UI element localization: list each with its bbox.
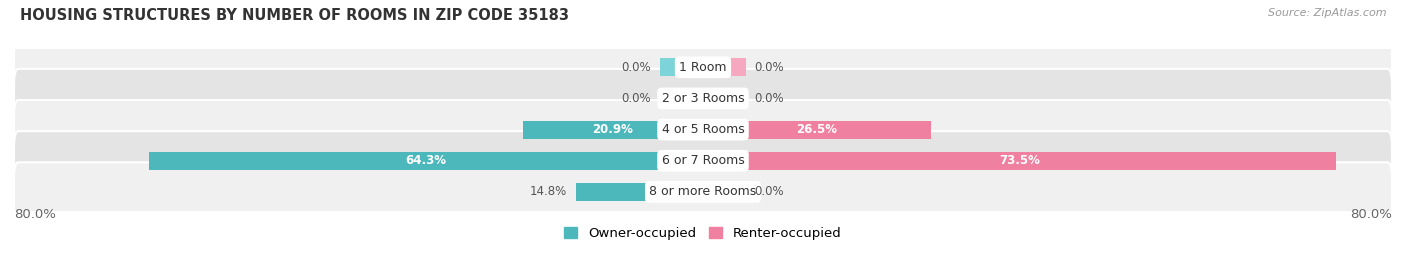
Bar [659, 89, 703, 107]
FancyBboxPatch shape [14, 131, 1392, 190]
Bar [523, 121, 703, 139]
Text: 73.5%: 73.5% [1000, 154, 1040, 167]
Bar [703, 89, 747, 107]
Text: 1 Room: 1 Room [679, 61, 727, 74]
Text: 64.3%: 64.3% [406, 154, 447, 167]
Text: 0.0%: 0.0% [755, 92, 785, 105]
Bar [575, 183, 703, 201]
FancyBboxPatch shape [14, 69, 1392, 128]
FancyBboxPatch shape [14, 38, 1392, 97]
Text: 0.0%: 0.0% [755, 61, 785, 74]
Text: 2 or 3 Rooms: 2 or 3 Rooms [662, 92, 744, 105]
Text: 0.0%: 0.0% [621, 61, 651, 74]
Text: HOUSING STRUCTURES BY NUMBER OF ROOMS IN ZIP CODE 35183: HOUSING STRUCTURES BY NUMBER OF ROOMS IN… [20, 8, 568, 23]
FancyBboxPatch shape [14, 100, 1392, 159]
Bar [703, 183, 747, 201]
Text: 0.0%: 0.0% [755, 185, 785, 198]
Text: 26.5%: 26.5% [797, 123, 838, 136]
Text: 80.0%: 80.0% [14, 208, 56, 221]
Text: 20.9%: 20.9% [592, 123, 634, 136]
Bar [659, 58, 703, 76]
Text: 4 or 5 Rooms: 4 or 5 Rooms [662, 123, 744, 136]
Text: Source: ZipAtlas.com: Source: ZipAtlas.com [1268, 8, 1386, 18]
Bar [703, 121, 931, 139]
Bar [703, 152, 1336, 170]
FancyBboxPatch shape [14, 162, 1392, 221]
Text: 14.8%: 14.8% [530, 185, 567, 198]
Text: 8 or more Rooms: 8 or more Rooms [650, 185, 756, 198]
Bar [149, 152, 703, 170]
Legend: Owner-occupied, Renter-occupied: Owner-occupied, Renter-occupied [564, 227, 842, 240]
Text: 80.0%: 80.0% [1350, 208, 1392, 221]
Text: 6 or 7 Rooms: 6 or 7 Rooms [662, 154, 744, 167]
Bar [703, 58, 747, 76]
Text: 0.0%: 0.0% [621, 92, 651, 105]
